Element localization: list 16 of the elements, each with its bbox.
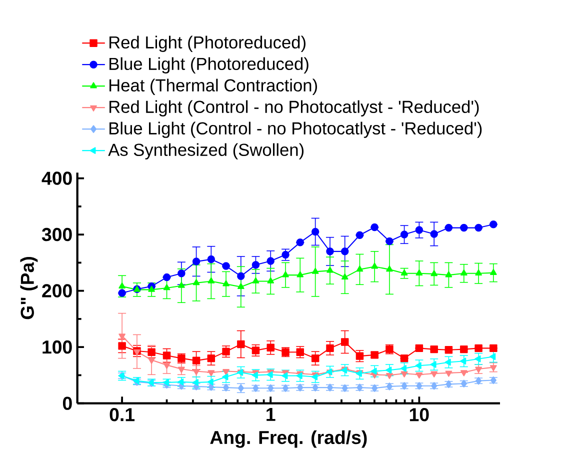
x-axis-title: Ang. Freq. (rad/s) [210,430,367,448]
y-tick-label: 200 [42,284,72,298]
y-tick-label: 300 [42,228,72,242]
x-tick-label: 0.1 [110,408,135,422]
y-tick-label: 100 [42,340,72,354]
legend-label: As Synthesized (Swollen) [108,143,304,160]
y-tick-label: 0 [62,396,72,410]
legend-label: Heat (Thermal Contraction) [110,78,317,95]
y-axis-title: G" (Pa) [20,257,38,320]
y-tick-label: 400 [42,172,72,185]
legend-label: Red Light (Photoreduced) [110,36,306,52]
legend-label: Blue Light (Photoreduced) [110,57,308,74]
x-tick-label: 10 [410,408,429,422]
x-tick-label: 1 [266,408,276,421]
legend-label: Blue Light (Control - no Photocatlyst - 'Reduced') [110,122,482,138]
legend-label: Red Light (Control - no Photocatlyst - 'Reduced') [110,100,479,116]
